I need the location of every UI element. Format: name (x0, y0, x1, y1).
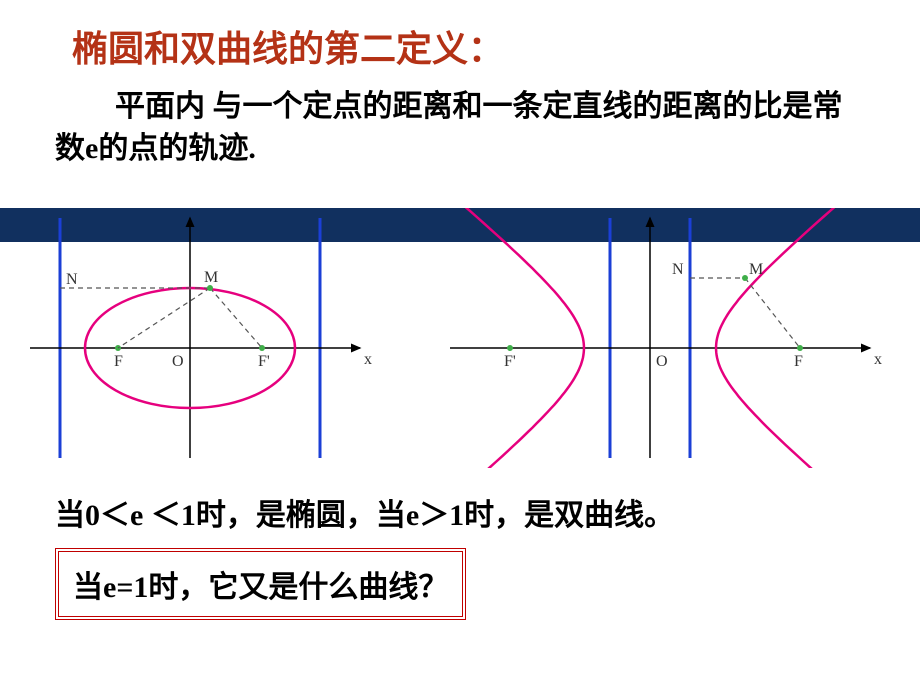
svg-text:N: N (66, 271, 78, 288)
svg-text:F': F' (504, 353, 516, 370)
question-text: 当e=1时，它又是什么曲线？ (73, 562, 448, 606)
svg-text:F: F (794, 353, 803, 370)
svg-text:O: O (656, 353, 668, 370)
svg-text:M: M (749, 261, 763, 278)
svg-text:N: N (672, 261, 684, 278)
svg-text:M: M (204, 269, 218, 286)
definition-text: 平面内 与一个定点的距离和一条定直线的距离的比是常数e的点的轨迹. (0, 82, 920, 180)
conic-diagrams: F F' M Nx O F' F M Nx O (0, 208, 920, 468)
ellipse-diagram: F F' M Nx O (30, 218, 372, 458)
svg-text:F: F (114, 353, 123, 370)
svg-text:O: O (172, 353, 184, 370)
svg-text:x: x (364, 351, 372, 368)
svg-text:x: x (874, 351, 882, 368)
svg-text:F': F' (258, 353, 270, 370)
page-title: 椭圆和双曲线的第二定义： (0, 0, 920, 82)
eccentricity-cases-text: 当0＜e ＜1时，是椭圆，当e＞1时，是双曲线。 (55, 490, 674, 534)
hyperbola-diagram: F' F M Nx O (450, 208, 882, 468)
question-box: 当e=1时，它又是什么曲线？ (55, 548, 466, 620)
